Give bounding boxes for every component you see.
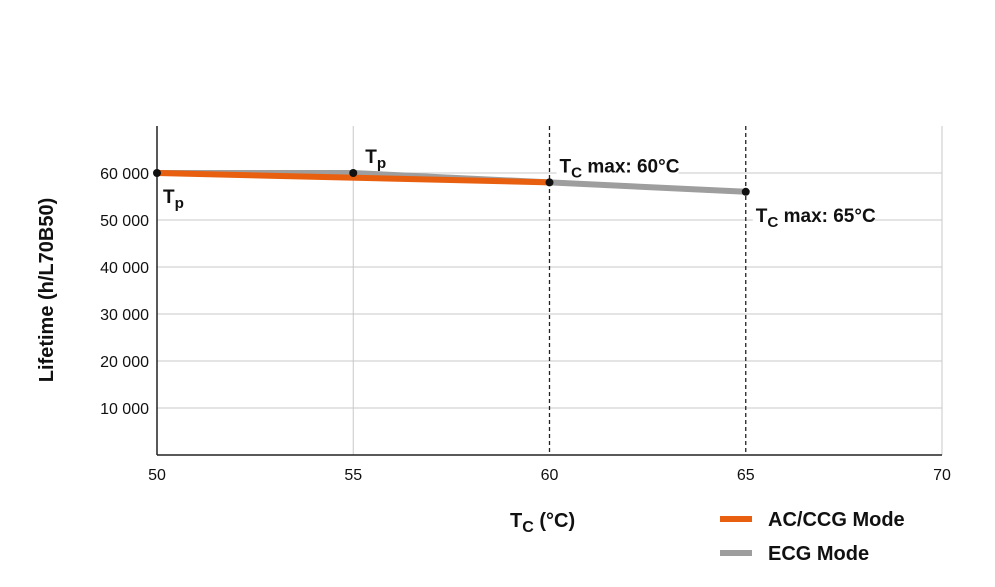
annotation-label: Tp xyxy=(365,147,386,172)
x-tick-label: 70 xyxy=(933,467,951,484)
y-axis-label: Lifetime (h/L70B50) xyxy=(36,198,58,382)
text-sub: C xyxy=(571,164,582,181)
text-main: T xyxy=(365,147,377,168)
y-tick-label: 60 000 xyxy=(100,166,149,183)
x-tick-label: 55 xyxy=(344,467,362,484)
annotation-bg xyxy=(752,201,875,228)
text-main: T xyxy=(163,187,175,208)
text-main: T xyxy=(756,206,768,227)
text-sub: C xyxy=(767,214,778,231)
legend-label: ECG Mode xyxy=(768,543,869,565)
y-tick-label: 50 000 xyxy=(100,213,149,230)
annotation-label: TC max: 65°C xyxy=(756,206,876,231)
x-tick-label: 65 xyxy=(737,467,755,484)
data-point xyxy=(741,187,750,196)
y-tick-label: 10 000 xyxy=(100,401,149,418)
legend-label: AC/CCG Mode xyxy=(768,509,905,531)
annotation-label: Tp xyxy=(163,187,184,212)
text-sub: C xyxy=(522,519,534,536)
data-point xyxy=(153,169,161,177)
text-rest: (°C) xyxy=(534,510,575,532)
text-sub: p xyxy=(377,155,386,172)
text-sub: p xyxy=(175,195,184,212)
text-rest: max: 65°C xyxy=(778,206,876,227)
x-tick-label: 60 xyxy=(541,467,559,484)
annotation-label: TC max: 60°C xyxy=(560,156,680,181)
data-point xyxy=(545,178,554,187)
text-main: T xyxy=(560,156,572,177)
y-tick-label: 20 000 xyxy=(100,354,149,371)
x-axis-label: TC (°C) xyxy=(510,510,575,536)
text-rest: max: 60°C xyxy=(582,156,680,177)
annotation-bg xyxy=(556,152,679,179)
text-main: T xyxy=(510,510,522,532)
series-line-ac-ccg-mode xyxy=(156,170,550,186)
x-tick-label: 50 xyxy=(148,467,166,484)
data-point xyxy=(349,169,358,177)
y-tick-label: 30 000 xyxy=(100,307,149,324)
y-tick-label: 40 000 xyxy=(100,260,149,277)
